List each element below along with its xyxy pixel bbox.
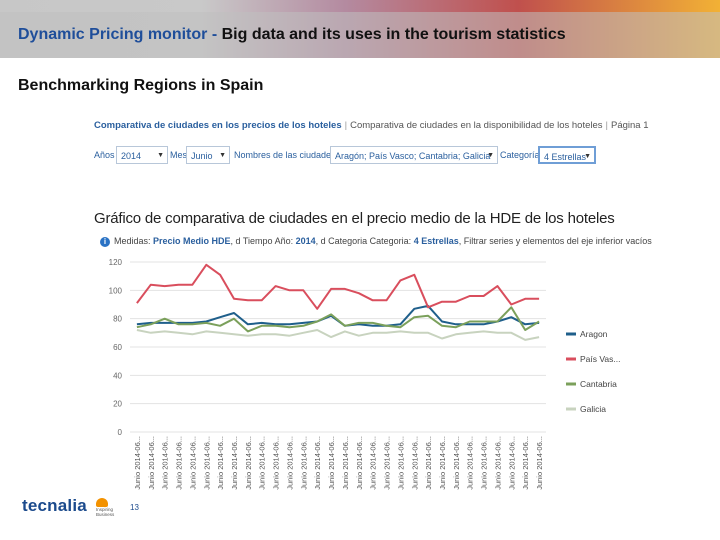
tecnalia-logo: tecnalia bbox=[22, 496, 87, 515]
x-tick-label: Junio 2014-06... bbox=[299, 436, 308, 490]
x-tick-label: Junio 2014-06... bbox=[341, 436, 350, 490]
slide-title: Dynamic Pricing monitor - Big data and i… bbox=[18, 26, 566, 44]
x-tick-label: Junio 2014-06... bbox=[175, 436, 184, 490]
cities-label: Nombres de las ciudades bbox=[234, 150, 336, 160]
x-tick-label: Junio 2014-06... bbox=[147, 436, 156, 490]
tab-separator: | bbox=[605, 120, 608, 131]
month-label: Mes bbox=[170, 150, 188, 160]
title-bar: Dynamic Pricing monitor - Big data and i… bbox=[0, 0, 720, 58]
x-tick-label: Junio 2014-06... bbox=[285, 436, 294, 490]
report-tabs: Comparativa de ciudades en los precios d… bbox=[94, 120, 649, 131]
x-tick-label: Junio 2014-06... bbox=[313, 436, 322, 490]
x-tick-label: Junio 2014-06... bbox=[216, 436, 225, 490]
title-bar-band bbox=[0, 12, 720, 58]
chevron-down-icon: ▼ bbox=[157, 152, 164, 159]
x-tick-label: Junio 2014-06... bbox=[466, 436, 475, 490]
x-tick-label: Junio 2014-06... bbox=[521, 436, 530, 490]
chevron-down-icon: ▼ bbox=[219, 152, 226, 159]
y-tick-label: 60 bbox=[113, 343, 122, 352]
slide-subtitle: Benchmarking Regions in Spain bbox=[18, 77, 264, 94]
legend-label: Cantabria bbox=[580, 379, 617, 389]
chevron-down-icon: ▼ bbox=[487, 152, 494, 159]
x-tick-label: Junio 2014-06... bbox=[438, 436, 447, 490]
info-category: 4 Estrellas bbox=[413, 236, 459, 246]
slide-title-part1: Dynamic Pricing monitor - bbox=[18, 26, 222, 43]
chevron-down-icon: ▼ bbox=[584, 153, 591, 160]
y-tick-label: 20 bbox=[113, 400, 122, 409]
slide-title-part2: Big data and its uses in the tourism sta… bbox=[221, 26, 566, 43]
dashboard-screenshot: Comparativa de ciudades en los precios d… bbox=[88, 110, 652, 500]
x-tick-label: Junio 2014-06... bbox=[383, 436, 392, 490]
tab-page[interactable]: Página 1 bbox=[611, 120, 649, 131]
x-tick-label: Junio 2014-06... bbox=[202, 436, 211, 490]
logo-tagline: Inspiring Business bbox=[96, 507, 115, 517]
year-select-value: 2014 bbox=[121, 151, 142, 161]
x-tick-label: Junio 2014-06... bbox=[327, 436, 336, 490]
page-number: 13 bbox=[130, 503, 139, 512]
inspiring-business-logo: Inspiring Business bbox=[96, 498, 120, 517]
info-suffix: , Filtrar series y elementos del eje inf… bbox=[458, 236, 652, 246]
y-tick-label: 40 bbox=[113, 371, 122, 380]
x-tick-label: Junio 2014-06... bbox=[161, 436, 170, 490]
series-line bbox=[136, 263, 540, 310]
x-tick-label: Junio 2014-06... bbox=[452, 436, 461, 490]
x-tick-label: Junio 2014-06... bbox=[133, 436, 142, 490]
chart-title: Gráfico de comparativa de ciudades en el… bbox=[94, 210, 615, 227]
x-tick-label: Junio 2014-06... bbox=[188, 436, 197, 490]
info-middle: , d Tiempo Año: bbox=[230, 236, 296, 246]
month-select[interactable]: Junio ▼ bbox=[186, 146, 230, 164]
category-select-value: 4 Estrellas bbox=[544, 152, 587, 162]
legend-label: Aragon bbox=[580, 329, 608, 339]
x-tick-label: Junio 2014-06... bbox=[507, 436, 516, 490]
x-tick-label: Junio 2014-06... bbox=[480, 436, 489, 490]
category-select[interactable]: 4 Estrellas ▼ bbox=[538, 146, 596, 164]
logo-mark-icon bbox=[96, 498, 108, 507]
month-select-value: Junio bbox=[191, 151, 213, 161]
y-tick-label: 80 bbox=[113, 315, 122, 324]
price-line-chart: 0 20 40 60 80 100 120 Junio 2014-06... Junio 201… bbox=[109, 258, 621, 490]
tab-prices[interactable]: Comparativa de ciudades en los precios d… bbox=[94, 120, 342, 131]
y-tick-label: 100 bbox=[109, 286, 123, 295]
x-tick-label: Junio 2014-06... bbox=[272, 436, 281, 490]
category-label: Categoría bbox=[500, 150, 540, 160]
year-label: Años bbox=[94, 150, 115, 160]
x-tick-label: Junio 2014-06... bbox=[493, 436, 502, 490]
x-tick-label: Junio 2014-06... bbox=[230, 436, 239, 490]
y-tick-label: 0 bbox=[118, 428, 123, 437]
x-tick-label: Junio 2014-06... bbox=[424, 436, 433, 490]
info-icon[interactable]: i bbox=[100, 237, 110, 247]
chart-info-line: i Medidas: Precio Medio HDE, d Tiempo Año… bbox=[100, 236, 652, 247]
legend-label: Galicia bbox=[580, 404, 606, 414]
series-line bbox=[136, 306, 540, 333]
x-tick-label: Junio 2014-06... bbox=[535, 436, 544, 490]
year-select[interactable]: 2014 ▼ bbox=[116, 146, 168, 164]
cities-select-value: Aragón; País Vasco; Cantabria; Galicia bbox=[335, 151, 491, 161]
y-tick-label: 120 bbox=[109, 258, 123, 267]
x-tick-label: Junio 2014-06... bbox=[258, 436, 267, 490]
info-cat-text: , d Categoria Categoria: bbox=[315, 236, 414, 246]
info-measure: Precio Medio HDE bbox=[153, 236, 231, 246]
info-prefix: Medidas: bbox=[114, 236, 154, 246]
tab-separator: | bbox=[344, 120, 348, 131]
legend-label: País Vas... bbox=[580, 354, 620, 364]
x-tick-label: Junio 2014-06... bbox=[410, 436, 419, 490]
series-line bbox=[136, 329, 540, 341]
x-tick-label: Junio 2014-06... bbox=[244, 436, 253, 490]
x-tick-label: Junio 2014-06... bbox=[369, 436, 378, 490]
cities-select[interactable]: Aragón; País Vasco; Cantabria; Galicia ▼ bbox=[330, 146, 498, 164]
x-tick-label: Junio 2014-06... bbox=[355, 436, 364, 490]
info-year: 2014 bbox=[295, 236, 316, 246]
tab-availability[interactable]: Comparativa de ciudades en la disponibil… bbox=[350, 120, 603, 131]
x-tick-label: Junio 2014-06... bbox=[396, 436, 405, 490]
